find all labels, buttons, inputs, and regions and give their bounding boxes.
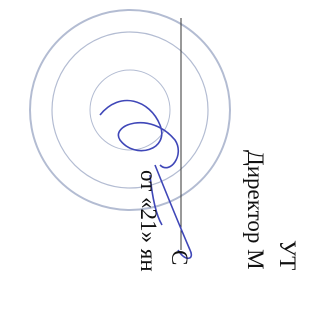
approval-heading: УТ xyxy=(275,240,300,270)
date-line: от «21» ян xyxy=(136,170,161,272)
signature-name: С xyxy=(167,250,192,265)
director-line: Директор М xyxy=(243,150,268,270)
document-scan: УТ Директор М С от «21» ян xyxy=(0,0,300,316)
